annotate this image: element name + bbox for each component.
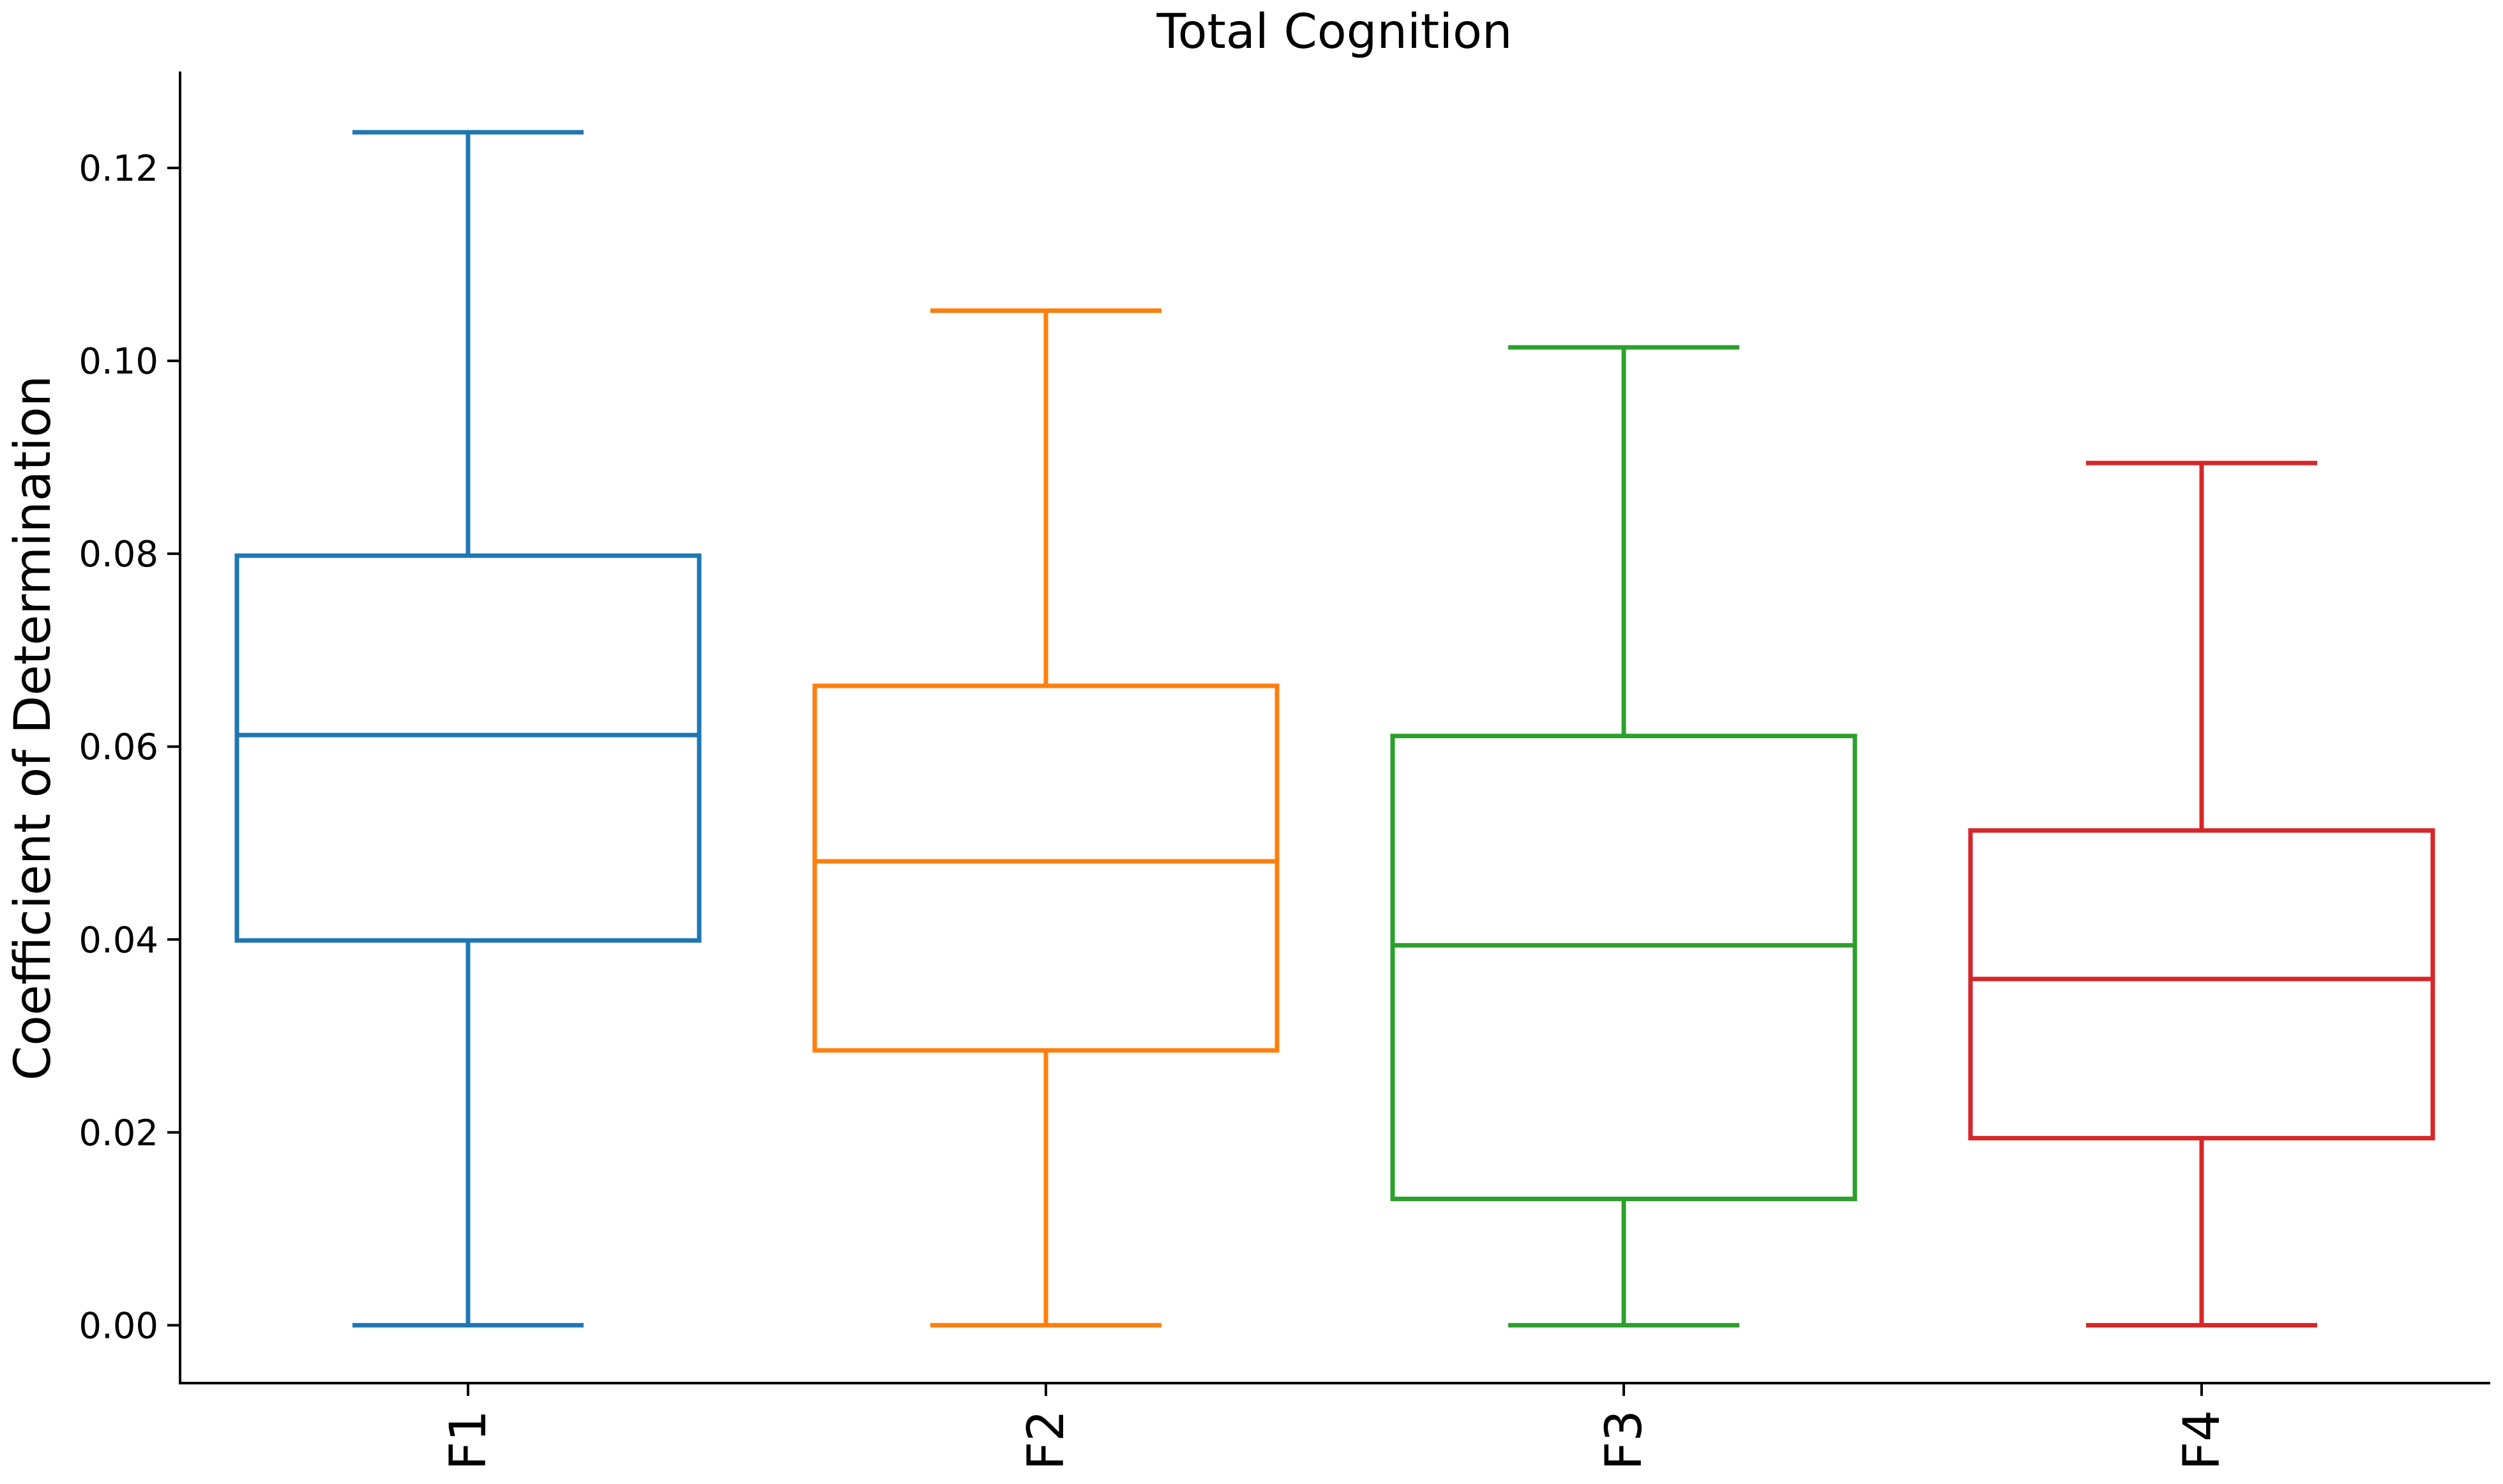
x-tick-label: F3 [1596, 1410, 1653, 1471]
y-ticks: 0.00 0.02 0.04 0.06 0.08 0.10 0.12 [79, 148, 180, 1347]
y-tick-label: 0.04 [79, 920, 158, 961]
y-tick-label: 0.12 [79, 148, 158, 190]
iqr-box [1390, 734, 1857, 1202]
y-tick-label: 0.00 [79, 1305, 158, 1347]
chart-title: Total Cognition [1156, 3, 1513, 59]
x-tick-label: F1 [440, 1410, 497, 1471]
iqr-box [1968, 828, 2435, 1140]
box-f2 [812, 308, 1280, 1328]
y-tick-label: 0.02 [79, 1112, 158, 1154]
y-tick-label: 0.10 [79, 341, 158, 382]
y-tick-label: 0.08 [79, 534, 158, 575]
y-tick-label: 0.06 [79, 727, 158, 768]
x-tick-label: F4 [2174, 1410, 2231, 1471]
iqr-box [234, 553, 702, 943]
box-f1 [234, 130, 702, 1328]
boxes-group [234, 130, 2435, 1328]
box-f3 [1390, 345, 1857, 1328]
iqr-box [812, 683, 1280, 1053]
x-tick-label: F2 [1018, 1410, 1075, 1471]
box-f4 [1968, 460, 2435, 1328]
x-ticks: F1 F2 F3 F4 [440, 1383, 2231, 1471]
y-axis-label: Coefficient of Determination [4, 375, 62, 1081]
